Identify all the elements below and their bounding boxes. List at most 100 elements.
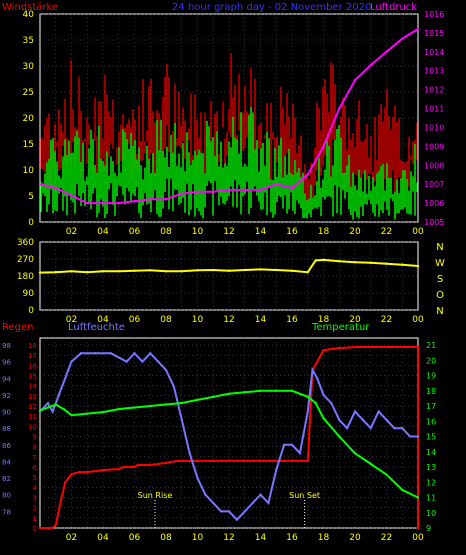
humidity-point	[377, 410, 380, 413]
temperature-line	[39, 389, 419, 499]
y-tick-label: 98	[2, 342, 11, 350]
temperature-point	[306, 395, 309, 399]
y-tick-label: 18	[28, 342, 37, 350]
y-axis-temperature-ticks: 9 10 11 12 13 14 15 16 17 18 19 20 21	[426, 341, 436, 533]
y-tick-label: 10	[23, 166, 35, 176]
direction-point	[38, 271, 42, 274]
humidity-point	[393, 426, 396, 430]
temperature-point	[385, 473, 388, 476]
temperature-point	[46, 406, 50, 409]
direction-point	[149, 269, 152, 272]
pressure-point	[338, 107, 341, 110]
temperature-point	[338, 435, 341, 438]
direction-point	[54, 271, 57, 274]
temperature-point	[416, 496, 420, 499]
x-tick-label: 14	[255, 533, 267, 543]
y-tick-label: 1016	[424, 10, 444, 19]
humidity-point	[204, 493, 207, 496]
pressure-point	[275, 182, 278, 186]
pressure-point	[306, 173, 309, 176]
y-tick-label: 20	[23, 114, 35, 124]
x-tick-label: 00	[412, 227, 424, 237]
humidity-point	[385, 418, 388, 422]
x-tick-label: 20	[349, 227, 361, 237]
humidity-point	[46, 402, 50, 405]
rain-point	[59, 501, 62, 504]
humidity-point	[275, 468, 278, 471]
humidity-point	[311, 368, 314, 372]
pressure-point	[196, 190, 199, 193]
chart-title: 24 hour graph day - 02 November 2020	[172, 2, 371, 13]
pressure-point	[369, 63, 372, 67]
x-tick-label: 12	[223, 533, 234, 543]
temperature-point	[227, 392, 231, 395]
direction-point	[306, 271, 309, 274]
x-tick-label: 18	[318, 227, 330, 237]
y-tick-label: 1005	[424, 218, 444, 227]
humidity-point	[330, 402, 333, 405]
direction-point	[70, 270, 73, 273]
humidity-point	[353, 410, 357, 413]
pressure-point	[212, 190, 215, 193]
pressure-point	[70, 194, 73, 197]
temperature-point	[212, 395, 215, 399]
humidity-line	[39, 351, 418, 522]
humidity-point	[227, 510, 231, 513]
humidity-point	[70, 360, 73, 363]
direction-point	[86, 271, 89, 274]
rain-point	[338, 346, 341, 350]
direction-point	[180, 270, 183, 273]
series	[38, 258, 420, 274]
x-tick-label: 08	[160, 533, 172, 543]
humidity-point	[93, 352, 97, 355]
y-tick-label: 86	[2, 442, 11, 450]
y-tick-label: 88	[2, 425, 11, 433]
y-tick-label: 10	[28, 423, 37, 431]
y-tick-label: 1010	[424, 123, 444, 132]
y-tick-label: 84	[2, 458, 11, 466]
humidity-point	[109, 352, 113, 355]
humidity-point	[282, 443, 286, 447]
direction-label: S	[437, 274, 443, 285]
pressure-point	[401, 37, 404, 40]
y-tick-label: 13	[28, 393, 37, 401]
humidity-point	[267, 501, 270, 505]
direction-label: O	[436, 290, 444, 301]
y-tick-label: 7	[33, 454, 37, 462]
rain-point	[38, 526, 42, 530]
y-tick-label: 15	[28, 373, 37, 381]
y-tick-label: 1009	[424, 142, 444, 151]
rain-point	[117, 467, 120, 471]
rain-point	[149, 463, 152, 467]
wind-bars	[40, 107, 418, 220]
humidity-point	[259, 493, 262, 496]
humidity-point	[251, 501, 254, 505]
y-tick-label: 80	[2, 492, 11, 500]
direction-point	[338, 260, 341, 263]
direction-point	[243, 268, 246, 272]
y-tick-label: 10	[426, 509, 436, 518]
y-tick-label: 15	[23, 140, 34, 150]
x-tick-label: 10	[192, 533, 204, 543]
x-tick-label: 00	[412, 533, 424, 543]
y-tick-label: 25	[23, 88, 34, 98]
y-tick-label: 1	[33, 515, 37, 523]
rain-point	[322, 348, 325, 352]
rain-point	[416, 345, 420, 349]
rain-point	[306, 459, 309, 463]
windstaerke-label: Windstärke	[2, 2, 58, 13]
pressure-point	[117, 201, 120, 205]
direction-point	[212, 268, 215, 272]
humidity-point	[361, 418, 365, 422]
pressure-point	[149, 198, 152, 201]
pressure-point	[164, 198, 168, 201]
regen-label: Regen	[2, 322, 34, 333]
x-tick-label: 18	[318, 315, 330, 325]
y-tick-label: 6	[33, 464, 38, 472]
humidity-point	[345, 426, 349, 430]
direction-point	[133, 269, 136, 272]
x-tick-label: 08	[160, 315, 172, 325]
y-tick-label: 16	[28, 362, 37, 370]
y-tick-label: 1006	[424, 199, 444, 208]
